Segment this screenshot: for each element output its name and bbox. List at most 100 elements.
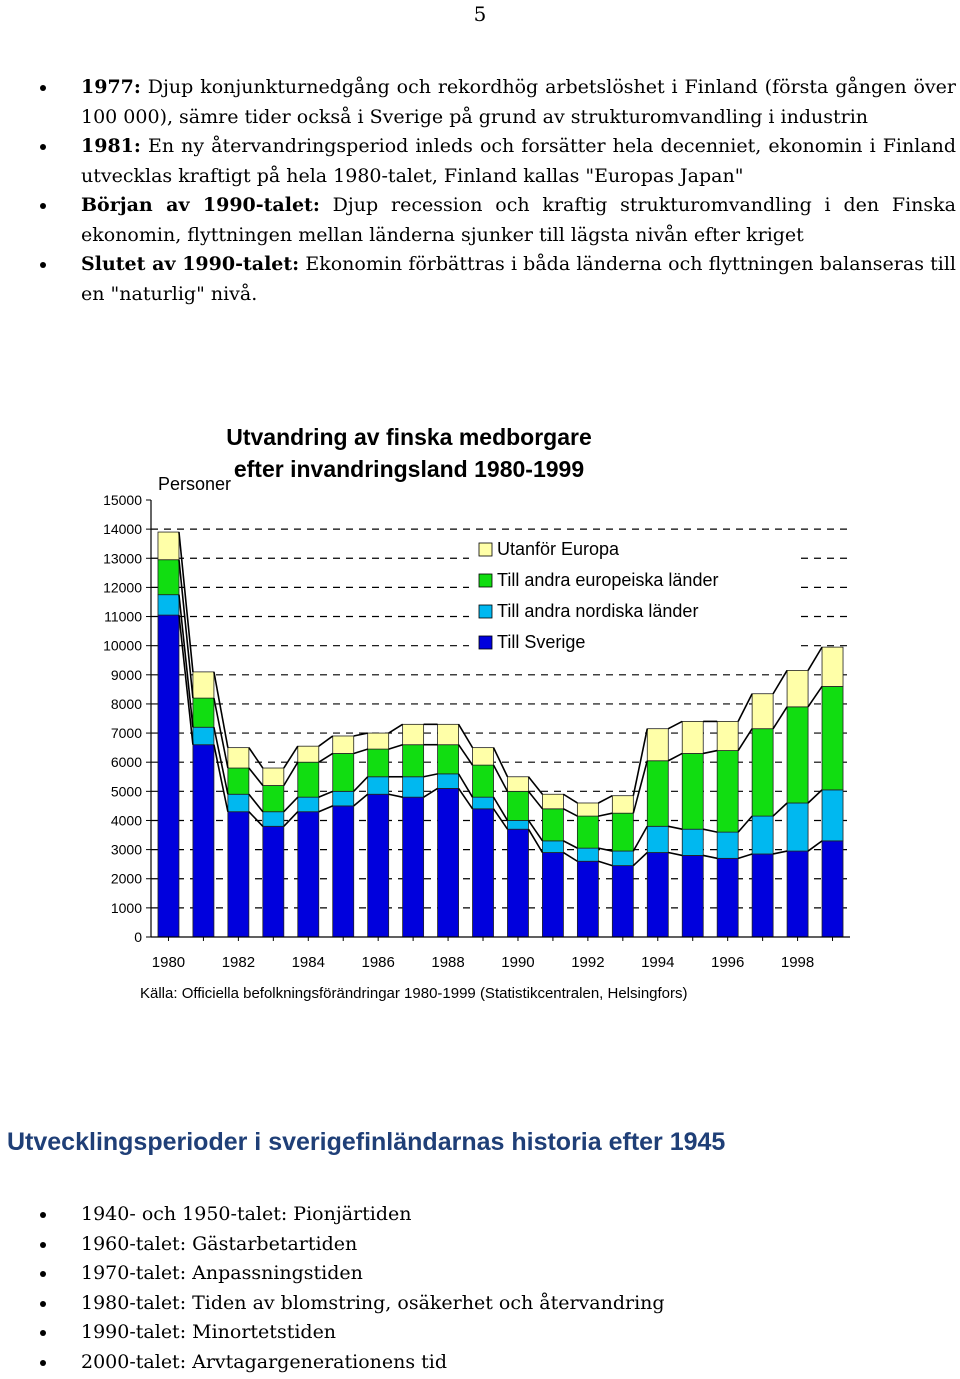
connector-line <box>527 828 544 853</box>
bar-segment-till-andra-nordiska-l-nder <box>227 793 250 813</box>
chart-connector-lines <box>178 531 823 867</box>
chart-source: Källa: Officiella befolkningsförändringa… <box>140 985 688 1002</box>
bar-segment-till-andra-nordiska-l-nder <box>157 594 180 616</box>
connector-line <box>563 840 578 849</box>
connector-line <box>668 851 683 857</box>
connector-line <box>703 749 718 755</box>
connector-line <box>248 747 264 769</box>
connector-line <box>772 802 788 817</box>
bar-segment-till-sverige <box>192 744 215 938</box>
bar-segment-utanf-r-europa <box>297 745 320 763</box>
bar-segment-utanf-r-europa <box>262 767 285 786</box>
bar-segment-till-andra-europeiska-l-nder <box>367 748 390 778</box>
bar-segment-utanf-r-europa <box>786 670 809 708</box>
connector-line <box>632 760 649 814</box>
bar-segment-till-andra-nordiska-l-nder <box>611 850 634 867</box>
bar-segment-till-sverige <box>681 855 704 938</box>
bar-segment-till-andra-nordiska-l-nder <box>402 776 425 798</box>
connector-line <box>667 720 683 730</box>
connector-line <box>457 773 474 798</box>
bar-segment-till-sverige <box>716 857 739 938</box>
connector-line <box>632 728 649 796</box>
legend-label: Till Sverige <box>497 632 585 652</box>
section-heading: Utvecklingsperioder i sverigefinländarna… <box>7 1128 726 1156</box>
period-bullet: 1970-talet: Anpassningstiden <box>40 1259 956 1289</box>
bullet-dot-icon <box>40 1271 46 1277</box>
bar-segment-till-andra-europeiska-l-nder <box>507 790 529 821</box>
connector-line <box>318 790 334 798</box>
emigration-chart: Utvandring av finska medborgare efter in… <box>80 410 870 1010</box>
connector-line <box>423 773 438 778</box>
connector-line <box>178 531 194 672</box>
connector-line <box>563 851 578 862</box>
bar-segment-till-sverige <box>786 850 809 938</box>
connector-line <box>457 723 474 749</box>
connector-line <box>248 811 264 827</box>
connector-line <box>353 748 368 755</box>
y-tick-label: 15000 <box>103 492 142 508</box>
y-tick-label: 9000 <box>111 667 142 683</box>
bar-segment-utanf-r-europa <box>507 776 529 792</box>
bar-segment-till-andra-nordiska-l-nder <box>681 828 704 856</box>
connector-line <box>737 728 753 751</box>
bar-segment-till-andra-nordiska-l-nder <box>716 831 739 859</box>
bar-segment-till-andra-europeiska-l-nder <box>157 559 180 596</box>
bar-segment-utanf-r-europa <box>437 723 459 746</box>
x-tick-label: 1998 <box>781 954 814 971</box>
connector-line <box>667 752 683 762</box>
chart-title: Utvandring av finska medborgare <box>226 424 592 450</box>
connector-line <box>772 850 788 855</box>
connector-line <box>632 825 648 852</box>
connector-line <box>598 860 613 867</box>
bar-segment-utanf-r-europa <box>716 721 739 751</box>
bar-segment-utanf-r-europa <box>157 531 180 561</box>
bar-segment-till-andra-europeiska-l-nder <box>716 750 739 833</box>
x-tick-label: 1982 <box>222 954 255 971</box>
bar-segment-till-andra-nordiska-l-nder <box>192 726 215 746</box>
bar-segment-till-sverige <box>367 793 390 938</box>
connector-line <box>388 743 403 750</box>
x-axis-ticks: 1980 1982 1984 1986 1988 1990 1992 1994 1996 1998 <box>152 937 834 971</box>
bar-segment-till-sverige <box>646 852 669 938</box>
bar-segment-till-andra-nordiska-l-nder <box>751 815 774 855</box>
bar-segment-utanf-r-europa <box>751 693 774 730</box>
y-tick-label: 5000 <box>111 783 142 799</box>
page-number: 5 <box>473 2 487 26</box>
connector-line <box>178 559 194 699</box>
y-tick-label: 4000 <box>111 812 142 828</box>
bar-segment-till-andra-europeiska-l-nder <box>262 785 285 813</box>
y-tick-label: 11000 <box>104 609 142 625</box>
period-bullet: 1960-talet: Gästarbetartiden <box>40 1230 956 1260</box>
x-tick-label: 1994 <box>641 954 674 971</box>
period-text: 1970-talet: Anpassningstiden <box>81 1262 363 1284</box>
legend-label: Utanför Europa <box>497 539 620 559</box>
x-tick-label: 1980 <box>152 954 185 971</box>
intro-bullet: Början av 1990-talet: Djup recession och… <box>40 191 956 250</box>
bar-segment-till-andra-nordiska-l-nder <box>821 789 844 842</box>
connector-line <box>527 820 544 842</box>
bar-segment-till-andra-europeiska-l-nder <box>681 753 704 830</box>
connector-line <box>388 793 403 798</box>
connector-line <box>388 723 404 734</box>
period-bullet: 1990-talet: Minortetstiden <box>40 1318 956 1348</box>
connector-line <box>318 735 334 747</box>
period-bullet-list: 1940- och 1950-talet: Pionjärtiden 1960-… <box>40 1200 956 1377</box>
bar-segment-utanf-r-europa <box>681 721 704 754</box>
bullet-dot-icon <box>40 1300 46 1307</box>
bullet-lead: Slutet av 1990-talet: <box>81 253 300 275</box>
bar-segment-till-sverige <box>402 796 425 938</box>
period-text: 1960-talet: Gästarbetartiden <box>81 1232 358 1255</box>
bullet-dot-icon <box>40 262 46 268</box>
connector-line <box>703 854 718 860</box>
bullet-dot-icon <box>40 85 46 91</box>
bullet-dot-icon <box>40 1330 46 1336</box>
bullet-dot-icon <box>40 203 46 209</box>
bar-segment-utanf-r-europa <box>646 728 669 762</box>
bar-segment-till-sverige <box>507 828 529 938</box>
bar-segment-till-andra-europeiska-l-nder <box>437 744 459 775</box>
bar-segment-till-sverige <box>157 614 180 938</box>
bar-segment-till-andra-nordiska-l-nder <box>297 796 320 813</box>
x-tick-label: 1984 <box>292 954 325 971</box>
y-tick-label: 1000 <box>111 900 142 916</box>
connector-line <box>807 686 823 708</box>
